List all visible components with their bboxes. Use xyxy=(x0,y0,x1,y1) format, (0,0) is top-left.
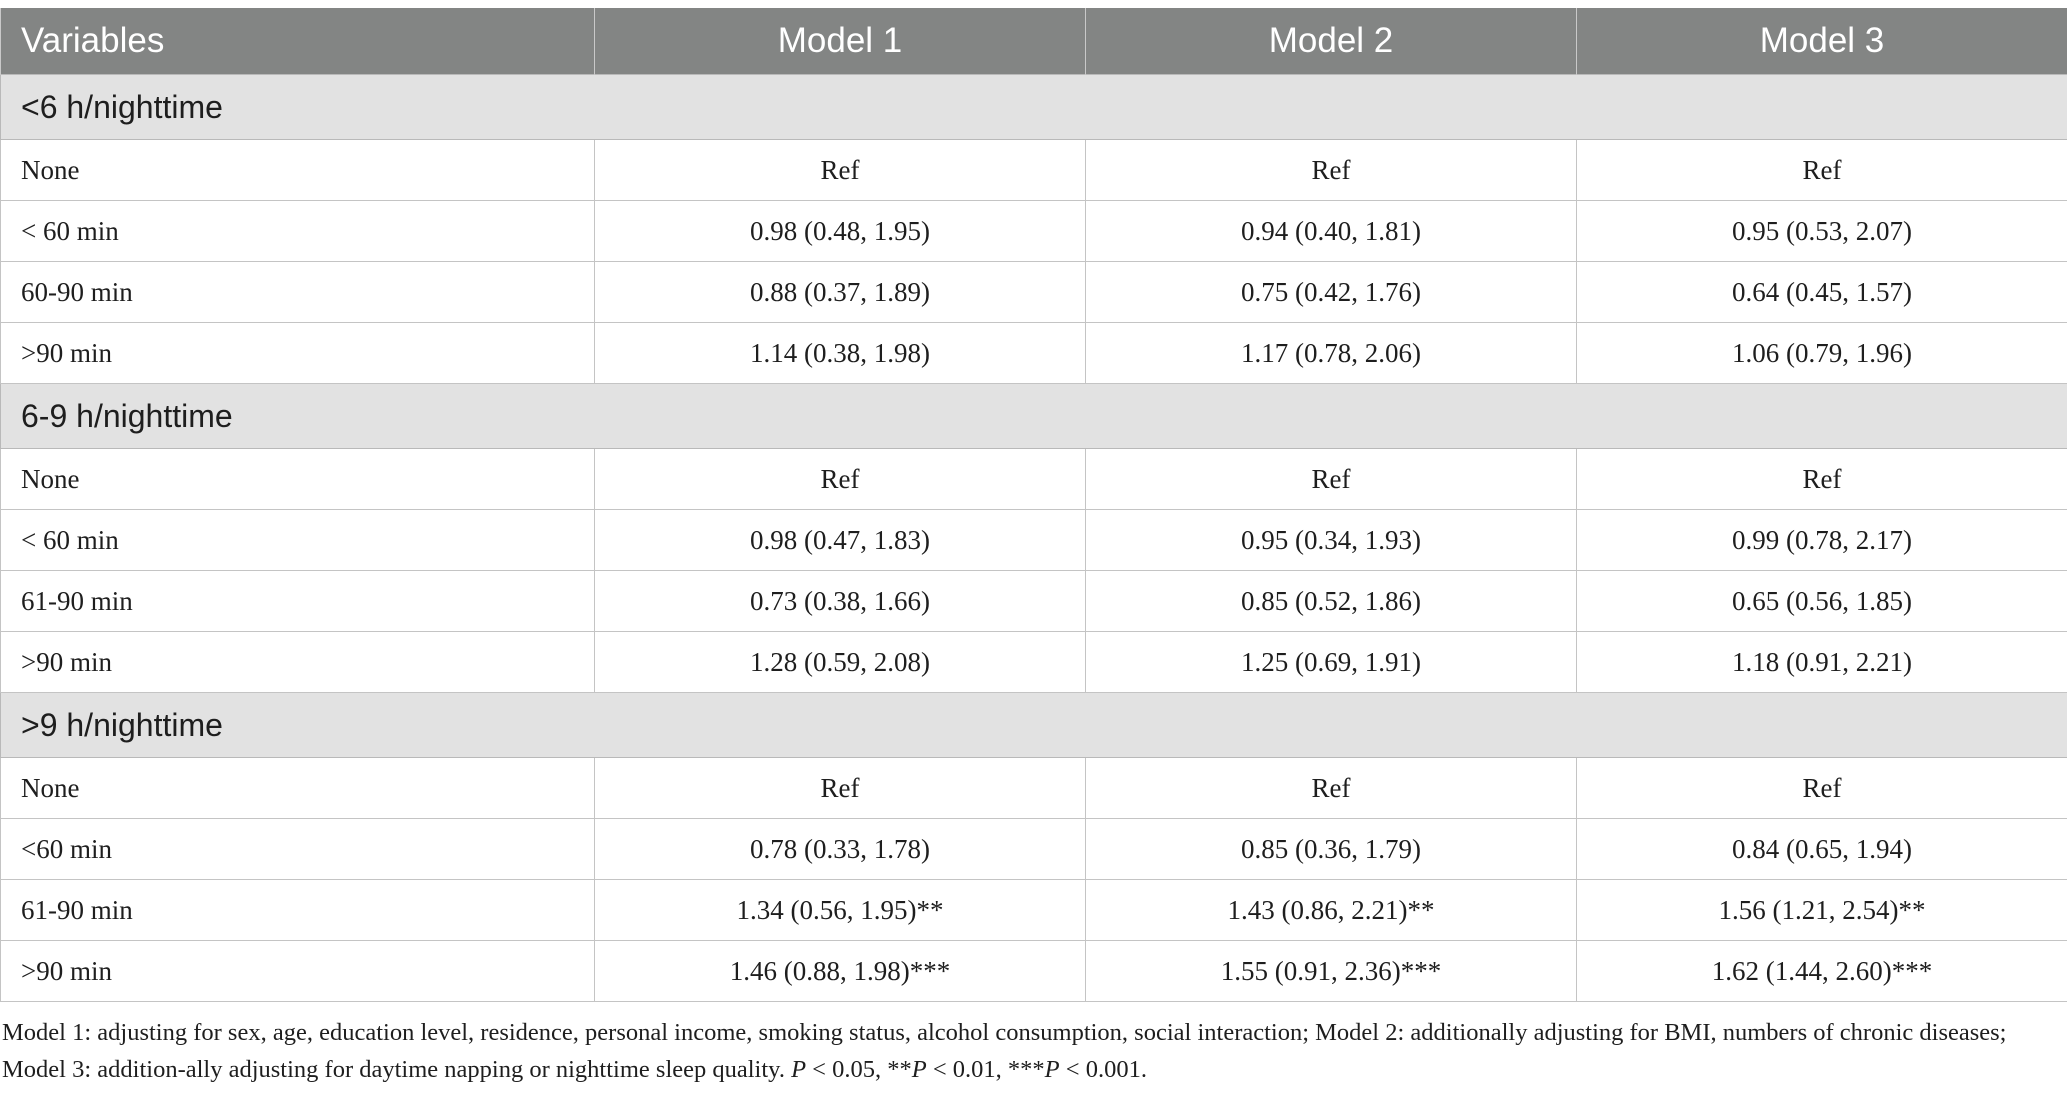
model-1-value: Ref xyxy=(594,139,1086,201)
row-label: <60 min xyxy=(0,818,595,880)
section-title: 6-9 h/nighttime xyxy=(0,383,2067,449)
table-header: Variables Model 1 Model 2 Model 3 xyxy=(0,8,2067,75)
model-1-value: 0.98 (0.48, 1.95) xyxy=(594,200,1086,262)
model-1-value: 1.14 (0.38, 1.98) xyxy=(594,322,1086,384)
model-3-value: 0.65 (0.56, 1.85) xyxy=(1576,570,2067,632)
model-2-value: 0.85 (0.36, 1.79) xyxy=(1085,818,1577,880)
table-row: 61-90 min 0.73 (0.38, 1.66) 0.85 (0.52, … xyxy=(0,570,2067,632)
model-2-value: 1.55 (0.91, 2.36)*** xyxy=(1085,940,1577,1002)
model-1-value: Ref xyxy=(594,757,1086,819)
model-2-value: Ref xyxy=(1085,139,1577,201)
table-footnote: Model 1: adjusting for sex, age, educati… xyxy=(2,1014,2042,1088)
footnote-line-2-prefix: chronic diseases; Model 3: addition-ally… xyxy=(2,1019,2007,1083)
footnote-p-symbol: P xyxy=(911,1056,927,1083)
model-2-value: 0.95 (0.34, 1.93) xyxy=(1085,509,1577,571)
footnote-p-symbol: P xyxy=(791,1056,807,1083)
row-label: < 60 min xyxy=(0,200,595,262)
table-row: >90 min 1.46 (0.88, 1.98)*** 1.55 (0.91,… xyxy=(0,940,2067,1002)
model-2-value: Ref xyxy=(1085,448,1577,510)
model-3-value: Ref xyxy=(1576,757,2067,819)
footnote-line-1: Model 1: adjusting for sex, age, educati… xyxy=(2,1019,1834,1046)
model-2-value: 0.85 (0.52, 1.86) xyxy=(1085,570,1577,632)
section-row: 6-9 h/nighttime xyxy=(0,383,2067,449)
table-row: < 60 min 0.98 (0.48, 1.95) 0.94 (0.40, 1… xyxy=(0,200,2067,262)
row-label: < 60 min xyxy=(0,509,595,571)
model-1-value: 0.88 (0.37, 1.89) xyxy=(594,261,1086,323)
model-1-value: 1.28 (0.59, 2.08) xyxy=(594,631,1086,693)
header-model-3: Model 3 xyxy=(1576,8,2067,75)
model-3-value: Ref xyxy=(1576,448,2067,510)
model-1-value: Ref xyxy=(594,448,1086,510)
model-2-value: 0.75 (0.42, 1.76) xyxy=(1085,261,1577,323)
model-3-value: 1.56 (1.21, 2.54)** xyxy=(1576,879,2067,941)
model-3-value: 1.62 (1.44, 2.60)*** xyxy=(1576,940,2067,1002)
row-label: >90 min xyxy=(0,940,595,1002)
header-variables: Variables xyxy=(0,8,595,75)
row-label: 61-90 min xyxy=(0,879,595,941)
row-label: None xyxy=(0,448,595,510)
model-2-value: 1.17 (0.78, 2.06) xyxy=(1085,322,1577,384)
model-1-value: 1.46 (0.88, 1.98)*** xyxy=(594,940,1086,1002)
table-row: None Ref Ref Ref xyxy=(0,139,2067,201)
section-row: >9 h/nighttime xyxy=(0,692,2067,758)
row-label: None xyxy=(0,139,595,201)
section-title: >9 h/nighttime xyxy=(0,692,2067,758)
row-label: >90 min xyxy=(0,631,595,693)
header-row: Variables Model 1 Model 2 Model 3 xyxy=(0,8,2067,75)
model-3-value: Ref xyxy=(1576,139,2067,201)
footnote-p-symbol: P xyxy=(1044,1056,1060,1083)
table-row: >90 min 1.28 (0.59, 2.08) 1.25 (0.69, 1.… xyxy=(0,631,2067,693)
row-label: >90 min xyxy=(0,322,595,384)
model-3-value: 0.64 (0.45, 1.57) xyxy=(1576,261,2067,323)
model-2-value: 0.94 (0.40, 1.81) xyxy=(1085,200,1577,262)
header-model-1: Model 1 xyxy=(594,8,1086,75)
header-model-2: Model 2 xyxy=(1085,8,1577,75)
model-1-value: 0.78 (0.33, 1.78) xyxy=(594,818,1086,880)
table-row: >90 min 1.14 (0.38, 1.98) 1.17 (0.78, 2.… xyxy=(0,322,2067,384)
row-label: None xyxy=(0,757,595,819)
results-table: Variables Model 1 Model 2 Model 3 <6 h/n… xyxy=(0,8,2067,1002)
model-3-value: 0.84 (0.65, 1.94) xyxy=(1576,818,2067,880)
row-label: 60-90 min xyxy=(0,261,595,323)
results-table-container: Variables Model 1 Model 2 Model 3 <6 h/n… xyxy=(0,8,2067,1002)
model-1-value: 0.73 (0.38, 1.66) xyxy=(594,570,1086,632)
model-2-value: Ref xyxy=(1085,757,1577,819)
table-row: None Ref Ref Ref xyxy=(0,448,2067,510)
model-1-value: 1.34 (0.56, 1.95)** xyxy=(594,879,1086,941)
section-title: <6 h/nighttime xyxy=(0,74,2067,140)
model-2-value: 1.25 (0.69, 1.91) xyxy=(1085,631,1577,693)
footnote-threshold-1: < 0.05, ** xyxy=(806,1056,912,1083)
model-3-value: 1.18 (0.91, 2.21) xyxy=(1576,631,2067,693)
table-row: 61-90 min 1.34 (0.56, 1.95)** 1.43 (0.86… xyxy=(0,879,2067,941)
section-row: <6 h/nighttime xyxy=(0,74,2067,140)
footnote-threshold-3: < 0.001. xyxy=(1059,1056,1147,1083)
model-1-value: 0.98 (0.47, 1.83) xyxy=(594,509,1086,571)
model-3-value: 0.95 (0.53, 2.07) xyxy=(1576,200,2067,262)
table-row: < 60 min 0.98 (0.47, 1.83) 0.95 (0.34, 1… xyxy=(0,509,2067,571)
row-label: 61-90 min xyxy=(0,570,595,632)
model-3-value: 0.99 (0.78, 2.17) xyxy=(1576,509,2067,571)
model-2-value: 1.43 (0.86, 2.21)** xyxy=(1085,879,1577,941)
table-row: 60-90 min 0.88 (0.37, 1.89) 0.75 (0.42, … xyxy=(0,261,2067,323)
table-row: None Ref Ref Ref xyxy=(0,757,2067,819)
table-row: <60 min 0.78 (0.33, 1.78) 0.85 (0.36, 1.… xyxy=(0,818,2067,880)
table-body: <6 h/nighttime None Ref Ref Ref < 60 min… xyxy=(0,74,2067,1002)
model-3-value: 1.06 (0.79, 1.96) xyxy=(1576,322,2067,384)
footnote-threshold-2: < 0.01, *** xyxy=(926,1056,1045,1083)
